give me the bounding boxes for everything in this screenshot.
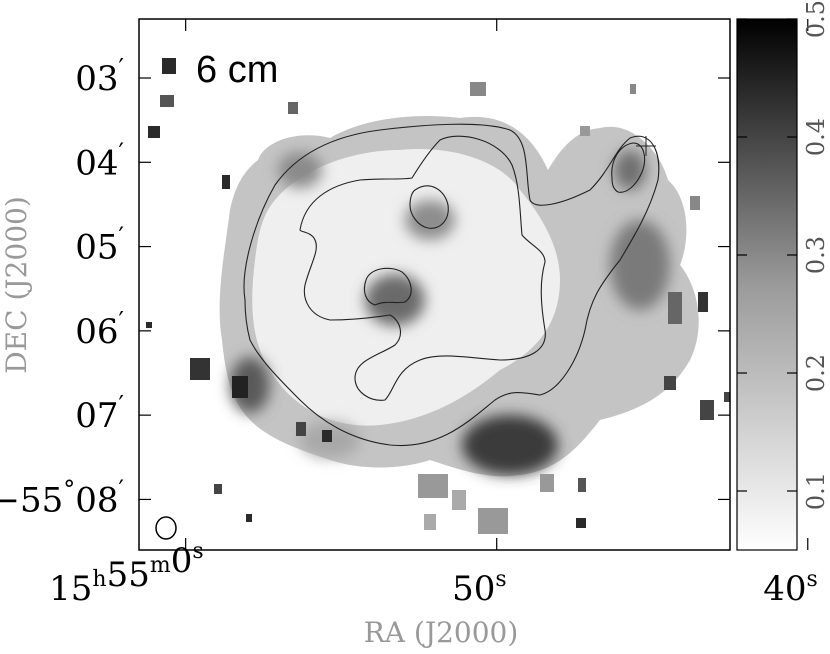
contour-ne-peak: [611, 142, 646, 193]
colorbar-tick-label: 0.2: [802, 354, 830, 392]
x-tick-label: 15h55m0s: [49, 539, 204, 609]
y-tick-label: 04′: [75, 138, 124, 183]
dark-blob-north: [405, 200, 455, 240]
x-tick-label: 40s: [763, 567, 818, 609]
y-tick-label: 07′: [75, 391, 124, 436]
dark-blob-southwest: [230, 357, 270, 413]
y-tick-label: 03′: [75, 54, 124, 99]
x-tick-label: 50s: [452, 567, 507, 609]
colorbar-tick-label: 0.1: [802, 472, 830, 510]
dark-blob-east: [610, 220, 670, 310]
contour-outer: [243, 123, 660, 447]
contours: [243, 123, 660, 447]
contour-inner-hole: [409, 185, 449, 229]
dark-blob-northeast: [614, 150, 646, 190]
y-axis: 03′ 04′ 05′ 06′ 07′ −55°08′: [0, 54, 730, 520]
contour-inner: [299, 135, 546, 401]
x-axis: 15h55m0s50s40s30s20s: [49, 19, 818, 609]
beam-ellipse: [155, 516, 177, 540]
y-tick-label: 05′: [75, 223, 124, 268]
y-axis-label: DEC (J2000): [0, 196, 33, 374]
colorbar-tick-label: 0.3: [802, 236, 830, 274]
emission-map: [146, 58, 730, 534]
x-axis-label: RA (J2000): [364, 616, 519, 649]
colorbar-tick-label: 0.4: [802, 118, 830, 156]
dark-blob-center: [365, 274, 425, 326]
dark-blob-southeast: [462, 415, 558, 475]
colorbar-axis: 0.1 0.2 0.3 0.4 0.5: [737, 0, 830, 510]
dark-blob-west: [278, 152, 322, 188]
y-tick-label: −55°08′: [0, 475, 124, 520]
panel-label: 6 cm: [196, 49, 278, 91]
plot-frame: [138, 18, 731, 551]
contour-center-peak: [363, 267, 412, 306]
colorbar: [736, 18, 798, 551]
y-tick-label: 06′: [75, 307, 124, 352]
colorbar-tick-label: 0.5: [802, 0, 830, 38]
noise-specks: [146, 58, 730, 534]
